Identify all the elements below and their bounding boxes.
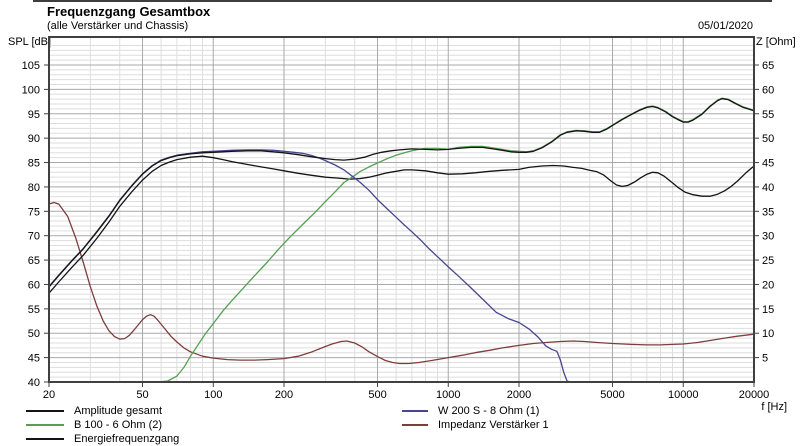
freq-tick-label: 10000 bbox=[668, 389, 699, 401]
z-tick-label: 40 bbox=[762, 182, 774, 194]
spl-tick-label: 45 bbox=[28, 353, 40, 365]
legend-item-energie: Energiefrequenzgang bbox=[26, 432, 179, 446]
legend-item-impedanz: Impedanz Verstärker 1 bbox=[402, 418, 549, 432]
z-tick-label: 60 bbox=[762, 84, 774, 96]
legend-item-w200s: W 200 S - 8 Ohm (1) bbox=[402, 404, 539, 418]
spl-tick-label: 95 bbox=[28, 109, 40, 121]
spl-tick-label: 60 bbox=[28, 279, 40, 291]
z-tick-label: 65 bbox=[762, 60, 774, 72]
curve-w-200-s-8-ohm-1- bbox=[48, 149, 755, 383]
spl-tick-label: 85 bbox=[28, 158, 40, 170]
spl-tick-label: 65 bbox=[28, 255, 40, 267]
window-edge-line bbox=[33, 0, 772, 2]
freq-tick-label: 20 bbox=[43, 389, 55, 401]
z-tick-label: 55 bbox=[762, 109, 774, 121]
spl-tick-label: 70 bbox=[28, 231, 40, 243]
spl-tick-label: 55 bbox=[28, 304, 40, 316]
legend-label: Amplitude gesamt bbox=[74, 405, 163, 417]
x-axis-title: f [Hz] bbox=[761, 401, 787, 413]
z-tick-label: 10 bbox=[762, 328, 774, 340]
legend-label: Energiefrequenzgang bbox=[74, 433, 180, 445]
z-tick-label: 50 bbox=[762, 133, 774, 145]
freq-tick-label: 200 bbox=[275, 389, 293, 401]
curve-impedanz-verst-rker-1 bbox=[48, 201, 755, 365]
freq-tick-label: 2000 bbox=[507, 389, 531, 401]
page-subtitle: (alle Verstärker und Chassis) bbox=[47, 20, 189, 32]
spl-tick-label: 100 bbox=[22, 84, 40, 96]
plot-frame bbox=[48, 36, 755, 383]
curve-amplitude-gesamt bbox=[48, 98, 755, 288]
freq-tick-label: 500 bbox=[368, 389, 386, 401]
z-tick-label: 20 bbox=[762, 279, 774, 291]
spl-tick-label: 90 bbox=[28, 133, 40, 145]
grid-minor bbox=[49, 37, 754, 382]
date-label: 05/01/2020 bbox=[697, 20, 753, 32]
z-tick-label: 15 bbox=[762, 304, 774, 316]
freq-tick-label: 1000 bbox=[436, 389, 460, 401]
legend-label: W 200 S - 8 Ohm (1) bbox=[438, 405, 540, 417]
spl-tick-label: 80 bbox=[28, 182, 40, 194]
freq-tick-label: 50 bbox=[136, 389, 148, 401]
w200s-line-swatch bbox=[402, 410, 428, 412]
y-axis-right-title: Z [Ohm] bbox=[756, 36, 796, 48]
legend-item-b100: B 100 - 6 Ohm (2) bbox=[26, 418, 162, 432]
z-tick-label: 45 bbox=[762, 158, 774, 170]
axis-ticks bbox=[44, 64, 759, 387]
freq-tick-label: 100 bbox=[204, 389, 222, 401]
freq-tick-label: 20000 bbox=[739, 389, 770, 401]
z-tick-label: 30 bbox=[762, 231, 774, 243]
curve-energiefrequenzgang bbox=[48, 155, 755, 294]
legend-label: Impedanz Verstärker 1 bbox=[438, 419, 549, 431]
z-tick-label: 5 bbox=[762, 353, 768, 365]
spl-tick-label: 105 bbox=[22, 60, 40, 72]
b100-line-swatch bbox=[26, 424, 64, 426]
curves bbox=[48, 97, 755, 383]
grid-major bbox=[49, 37, 754, 382]
z-tick-label: 25 bbox=[762, 255, 774, 267]
amplitude-line-swatch bbox=[26, 410, 64, 412]
legend-item-amplitude: Amplitude gesamt bbox=[26, 404, 162, 418]
spl-tick-label: 75 bbox=[28, 206, 40, 218]
y-axis-left-title: SPL [dB] bbox=[8, 36, 52, 48]
freq-tick-label: 5000 bbox=[600, 389, 624, 401]
energie-line-swatch bbox=[26, 438, 64, 440]
tick-labels: 1051009590858075706560555045406560555045… bbox=[22, 60, 775, 401]
legend-label: B 100 - 6 Ohm (2) bbox=[74, 419, 163, 431]
page-title: Frequenzgang Gesamtbox bbox=[47, 4, 211, 19]
z-tick-label: 35 bbox=[762, 206, 774, 218]
impedanz-line-swatch bbox=[402, 424, 428, 426]
spl-tick-label: 40 bbox=[28, 377, 40, 389]
spl-tick-label: 50 bbox=[28, 328, 40, 340]
